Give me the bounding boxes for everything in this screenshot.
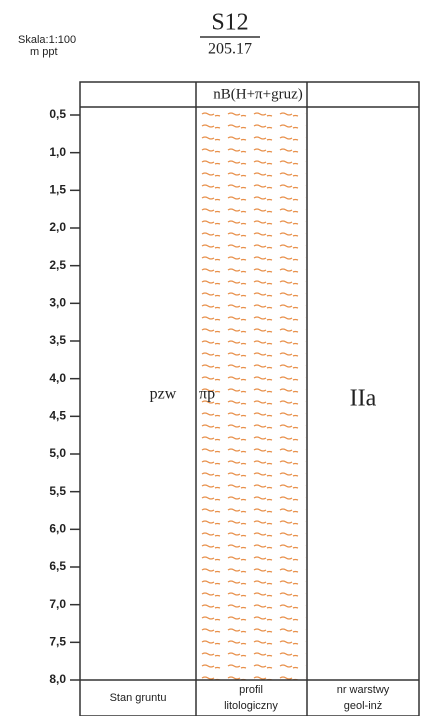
scale: Skala:1:100: [18, 34, 76, 46]
depth-label: 4,5: [49, 409, 66, 423]
geo-layer: IIa: [350, 386, 377, 412]
depth-label: 5,5: [49, 484, 66, 498]
footer-label: litologiczny: [224, 700, 278, 712]
depth-label: 3,5: [49, 333, 66, 347]
depth-label: 4,0: [49, 371, 66, 385]
depth-label: 6,0: [49, 522, 66, 536]
layer-name: nB(H+π+gruz): [213, 86, 302, 102]
soil-state: pzw: [150, 386, 177, 403]
footer-label: nr warstwy: [337, 684, 390, 696]
soil-type: πp: [199, 386, 215, 403]
unit: m ppt: [30, 46, 58, 58]
borehole-id: S12: [211, 10, 248, 36]
depth-label: 0,5: [49, 107, 66, 121]
depth-label: 6,5: [49, 559, 66, 573]
depth-label: 2,0: [49, 220, 66, 234]
depth-label: 8,0: [49, 672, 66, 686]
depth-label: 1,5: [49, 183, 66, 197]
elevation: 205.17: [208, 41, 252, 58]
depth-label: 3,0: [49, 296, 66, 310]
depth-label: 2,5: [49, 258, 66, 272]
footer-label: Stan gruntu: [110, 692, 167, 704]
borehole-log: Skala:1:100 m ppt S12 205.17 nB(H+π+gruz…: [0, 0, 421, 716]
depth-label: 7,0: [49, 597, 66, 611]
depth-label: 5,0: [49, 446, 66, 460]
depth-label: 1,0: [49, 145, 66, 159]
depth-label: 7,5: [49, 635, 66, 649]
footer-label: geol-inż: [344, 700, 383, 712]
footer-label: profil: [239, 684, 263, 696]
